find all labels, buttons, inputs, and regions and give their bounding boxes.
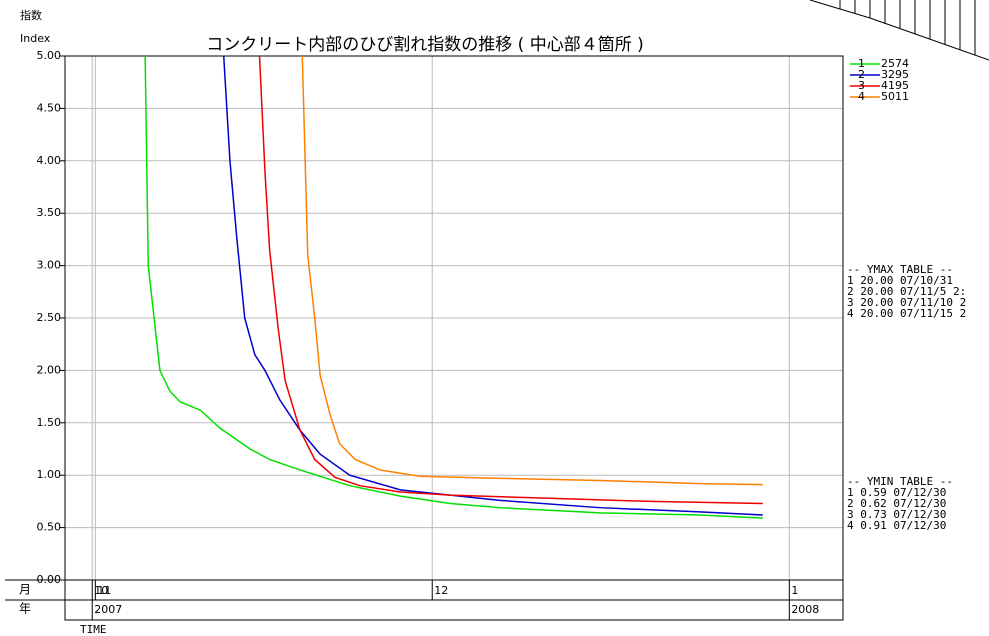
y-tick-label: 2.00 (37, 363, 62, 376)
x-tick-label: 10 (94, 584, 108, 597)
x-tick-label: 12 (434, 584, 448, 597)
ymax-table-line: 1 20.00 07/10/31 (847, 274, 953, 287)
ymin-table-line: 2 0.62 07/12/30 (847, 497, 946, 510)
ymax-table-line: 3 20.00 07/11/10 2 (847, 296, 966, 309)
y-tick-label: 3.00 (37, 259, 62, 272)
y-tick-label: 1.50 (37, 416, 62, 429)
month-row (64, 579, 844, 601)
month-row-label: 月 (19, 583, 31, 597)
ymax-table-line: 2 20.00 07/11/5 2: (847, 285, 966, 298)
series-line (222, 56, 763, 516)
ymax-table-line: -- YMAX TABLE -- (847, 263, 953, 276)
year-row-label: 年 (19, 602, 31, 616)
y-axis-label: 指数 (20, 8, 42, 22)
year-row (64, 599, 844, 621)
x-tick-label: 11 (97, 584, 111, 597)
legend-id: 2 (858, 68, 865, 81)
ymin-table-line: 4 0.91 07/12/30 (847, 519, 946, 532)
plot-lines (144, 56, 763, 519)
year-tick-label: 2007 (94, 603, 122, 616)
y-tick-label: 1.00 (37, 468, 62, 481)
y-tick-label: 0.50 (37, 521, 62, 534)
legend-label: 2574 (881, 57, 909, 70)
legend-label: 5011 (881, 90, 909, 103)
chart-title: コンクリート内部のひび割れ指数の推移 ( 中心部４箇所 ) (206, 35, 643, 55)
x-axis-label: TIME (80, 623, 107, 636)
y-tick-label: 3.50 (37, 206, 62, 219)
ymin-table-line: -- YMIN TABLE -- (847, 475, 953, 488)
ymin-table-line: 1 0.59 07/12/30 (847, 486, 946, 499)
series-line (258, 56, 763, 505)
series-line (301, 56, 763, 486)
series-line (144, 56, 763, 519)
year-tick-label: 2008 (791, 603, 819, 616)
y-tick-label: 4.50 (37, 101, 62, 114)
legend-id: 3 (858, 79, 865, 92)
y-axis-label-en: Index (20, 32, 51, 45)
legend-label: 3295 (881, 68, 909, 81)
legend-id: 1 (858, 57, 865, 70)
x-tick-label: 1 (791, 584, 798, 597)
y-tick-label: 5.00 (37, 49, 62, 62)
legend-label: 4195 (881, 79, 909, 92)
ymax-table-line: 4 20.00 07/11/15 2 (847, 307, 966, 320)
y-tick-label: 4.00 (37, 154, 62, 167)
y-tick-label: 2.50 (37, 311, 62, 324)
legend-id: 4 (858, 90, 865, 103)
ymin-table-line: 3 0.73 07/12/30 (847, 508, 946, 521)
corner-decoration (809, 0, 989, 61)
